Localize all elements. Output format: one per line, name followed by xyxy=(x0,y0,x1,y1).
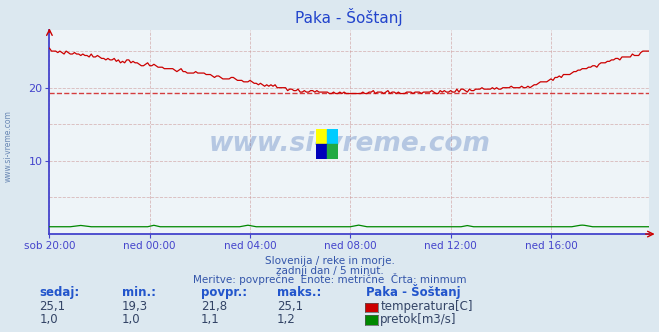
Title: Paka - Šoštanj: Paka - Šoštanj xyxy=(295,8,403,26)
Text: www.si-vreme.com: www.si-vreme.com xyxy=(208,131,490,157)
Text: Paka - Šoštanj: Paka - Šoštanj xyxy=(366,284,461,299)
Text: pretok[m3/s]: pretok[m3/s] xyxy=(380,313,457,326)
Bar xyxy=(316,129,327,144)
Bar xyxy=(316,144,327,159)
Text: sedaj:: sedaj: xyxy=(40,286,80,299)
Text: 1,0: 1,0 xyxy=(122,313,140,326)
Text: zadnji dan / 5 minut.: zadnji dan / 5 minut. xyxy=(275,266,384,276)
Text: temperatura[C]: temperatura[C] xyxy=(380,300,473,313)
Text: min.:: min.: xyxy=(122,286,156,299)
Text: 21,8: 21,8 xyxy=(201,300,227,313)
Text: maks.:: maks.: xyxy=(277,286,321,299)
Bar xyxy=(327,129,338,144)
Text: Meritve: povprečne  Enote: metrične  Črta: minmum: Meritve: povprečne Enote: metrične Črta:… xyxy=(192,273,467,285)
Text: www.si-vreme.com: www.si-vreme.com xyxy=(3,110,13,182)
Text: 25,1: 25,1 xyxy=(277,300,303,313)
Text: 1,0: 1,0 xyxy=(40,313,58,326)
Text: 19,3: 19,3 xyxy=(122,300,148,313)
Text: Slovenija / reke in morje.: Slovenija / reke in morje. xyxy=(264,256,395,266)
Text: 1,1: 1,1 xyxy=(201,313,219,326)
Text: 1,2: 1,2 xyxy=(277,313,295,326)
Text: 25,1: 25,1 xyxy=(40,300,66,313)
Bar xyxy=(327,144,338,159)
Text: povpr.:: povpr.: xyxy=(201,286,247,299)
